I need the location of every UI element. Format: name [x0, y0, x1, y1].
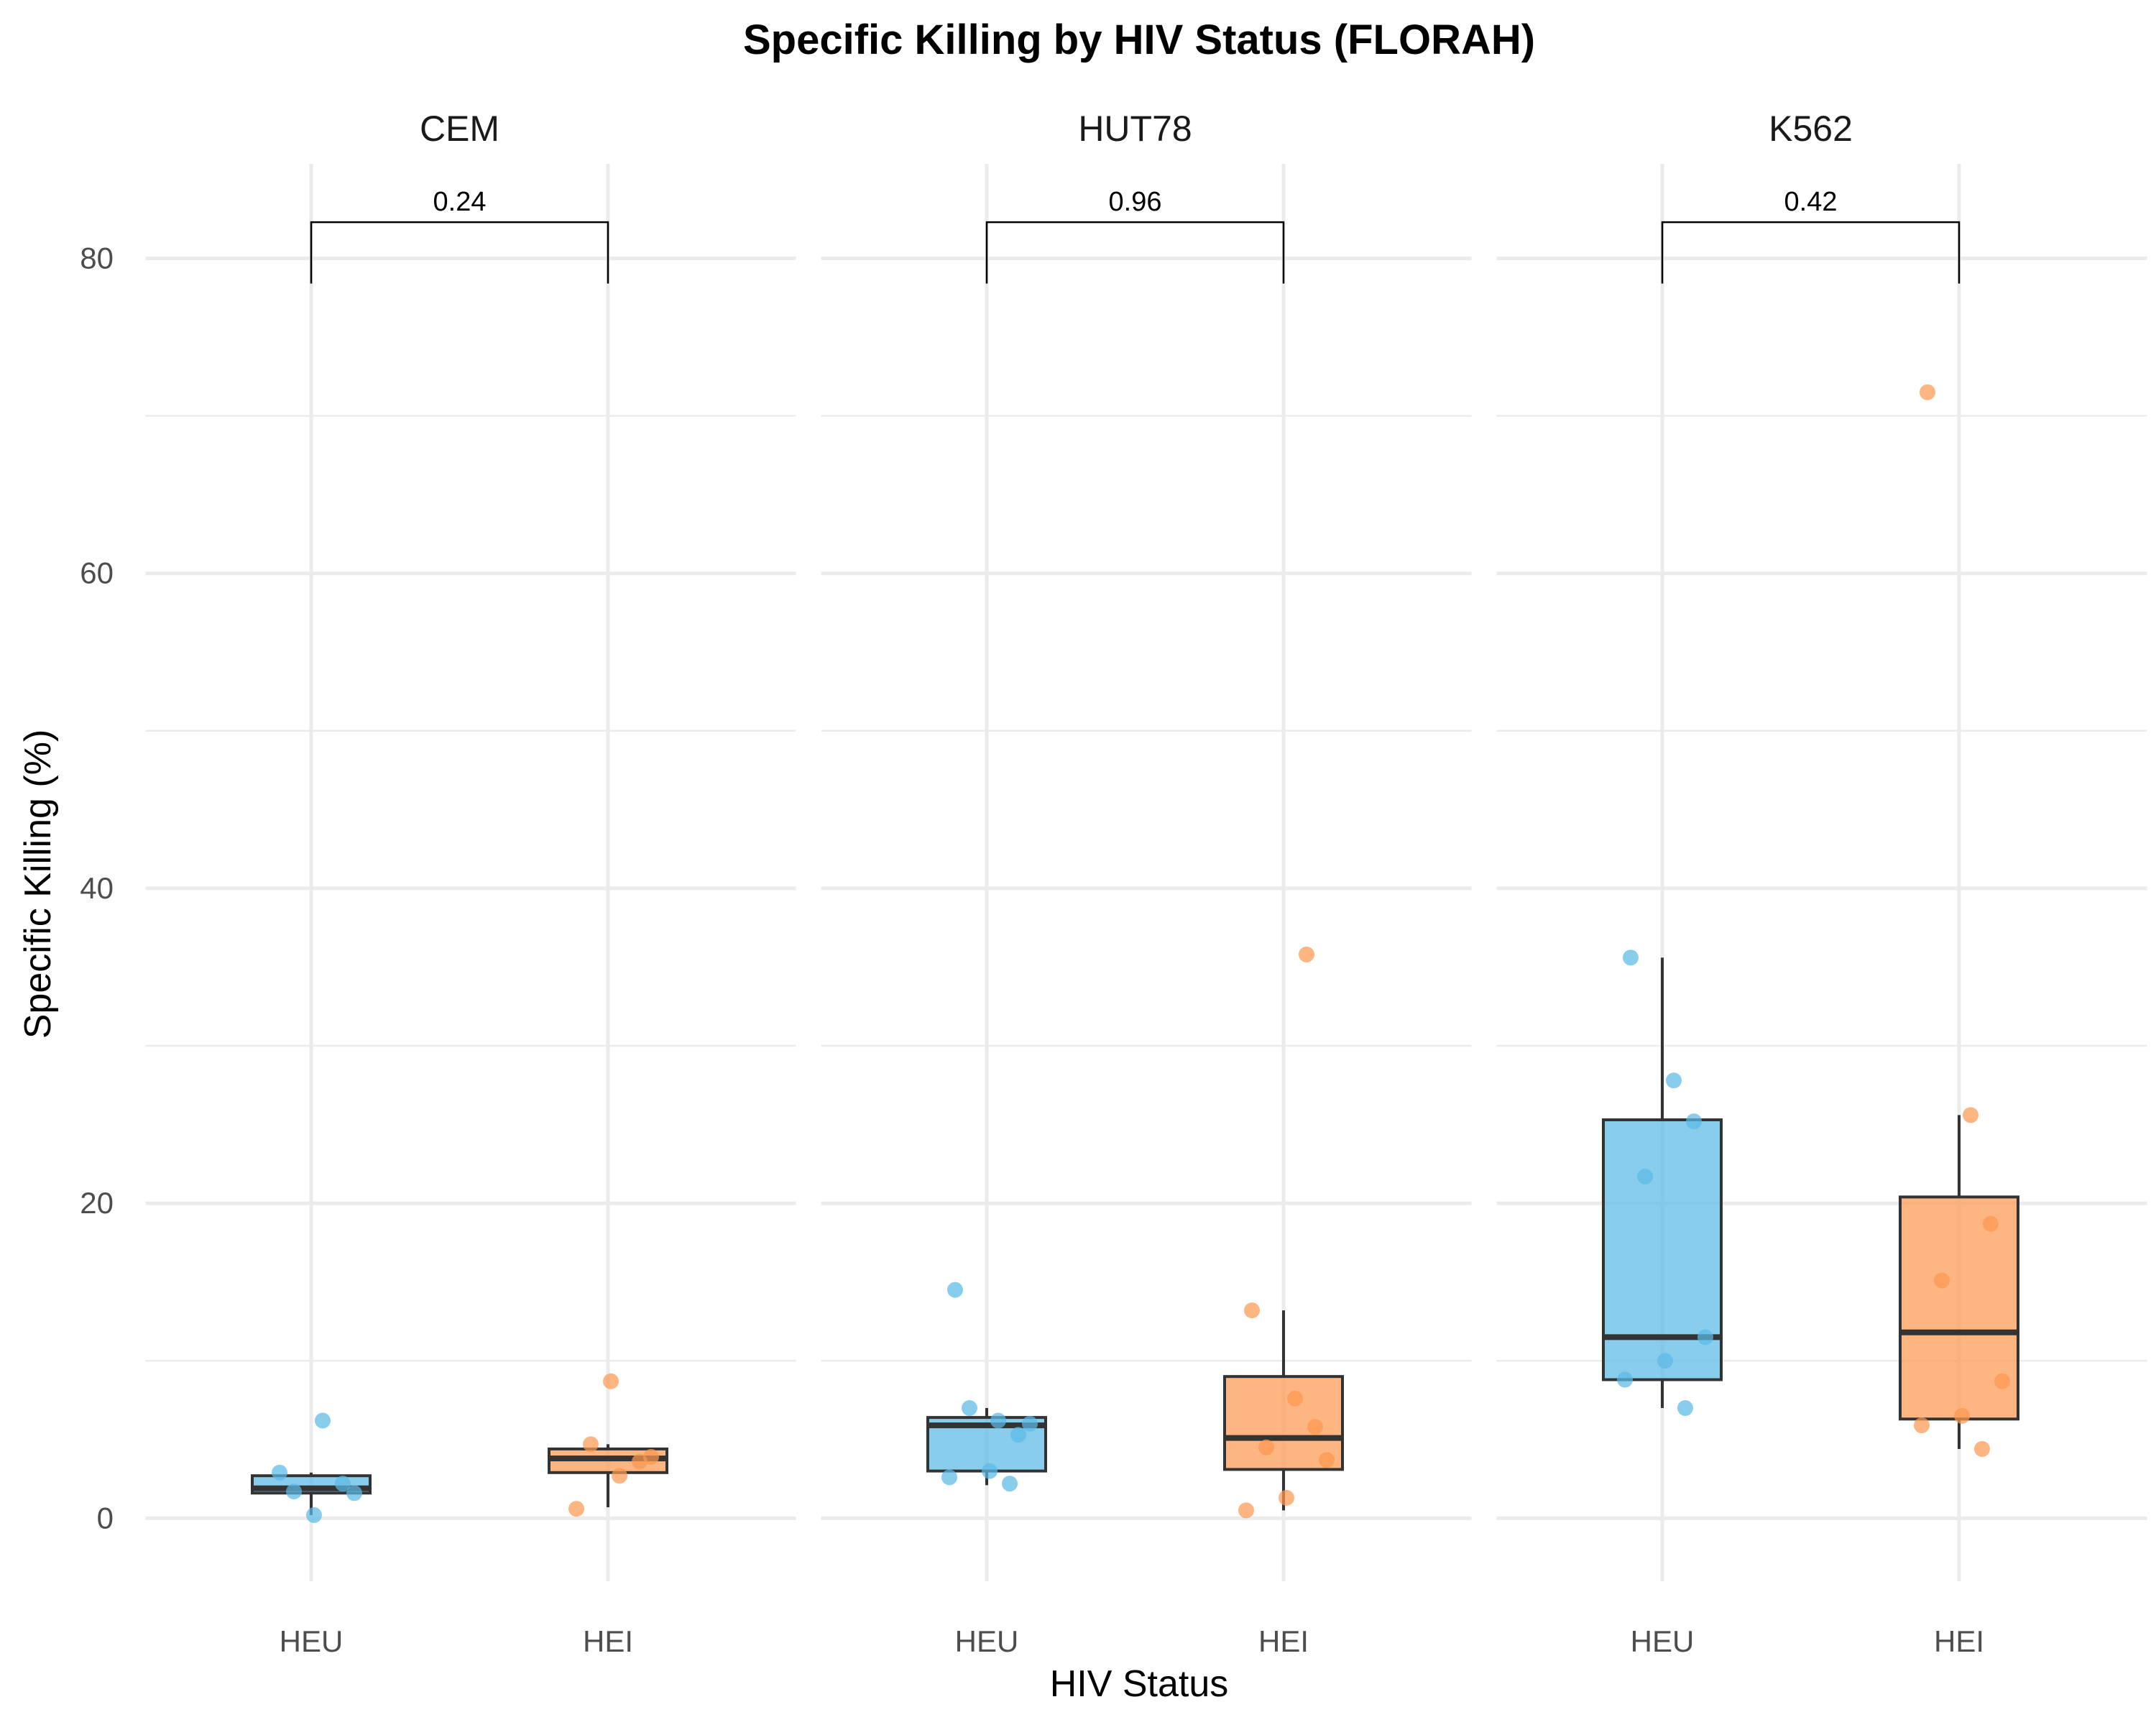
x-tick-label: HEU — [1631, 1624, 1695, 1658]
data-point — [1238, 1502, 1254, 1519]
data-point — [346, 1485, 362, 1501]
data-point — [315, 1412, 331, 1429]
y-tick-label: 0 — [97, 1501, 114, 1535]
y-tick-label: 40 — [80, 871, 114, 905]
data-point — [643, 1448, 659, 1465]
x-tick-label: HEU — [955, 1624, 1019, 1658]
data-point — [286, 1484, 302, 1500]
data-point — [568, 1501, 584, 1517]
data-point — [1244, 1302, 1260, 1319]
p-value-label: 0.24 — [433, 187, 487, 217]
data-point — [1666, 1072, 1682, 1089]
facet-panels: 0 20 40 60 80 CEM HEU HEI 0.24 HUT78 HEU HEI 0.96 K56… — [80, 109, 2147, 1658]
y-tick-label: 60 — [80, 556, 114, 590]
data-point — [1002, 1476, 1018, 1492]
x-tick-label: HEU — [280, 1624, 344, 1658]
data-point — [1677, 1399, 1693, 1416]
data-point — [1934, 1272, 1950, 1289]
data-point — [941, 1469, 957, 1486]
significance-bracket — [985, 221, 1285, 284]
data-point — [1974, 1440, 1990, 1457]
facet-panel-cem: CEM HEU HEI 0.24 — [145, 109, 796, 1658]
y-axis-title: Specific Killing (%) — [17, 730, 59, 1039]
y-tick-label: 80 — [80, 241, 114, 275]
significance-bracket — [310, 221, 609, 284]
data-point — [603, 1373, 619, 1389]
facet-strip-label: HUT78 — [1078, 109, 1192, 149]
data-point — [1983, 1215, 1999, 1232]
data-point — [1686, 1113, 1702, 1130]
data-point — [1258, 1439, 1274, 1455]
data-point — [1920, 384, 1935, 400]
data-point — [1623, 949, 1639, 966]
x-tick-label: HEI — [1934, 1624, 1984, 1658]
p-value-label: 0.96 — [1109, 187, 1162, 217]
data-point — [982, 1463, 998, 1479]
x-tick-label: HEI — [583, 1624, 633, 1658]
data-point — [583, 1436, 599, 1453]
data-point — [1657, 1353, 1673, 1369]
y-tick-label: 20 — [80, 1186, 114, 1220]
data-point — [1010, 1427, 1026, 1443]
facet-panel-k562: K562 HEU HEI 0.42 — [1496, 109, 2147, 1658]
data-point — [1022, 1415, 1038, 1432]
x-tick-label: HEI — [1258, 1624, 1309, 1658]
data-point — [1319, 1452, 1335, 1468]
p-value-label: 0.42 — [1784, 187, 1838, 217]
data-point — [335, 1476, 351, 1492]
data-point — [1287, 1390, 1303, 1407]
data-point — [272, 1464, 287, 1481]
data-point — [1637, 1168, 1653, 1184]
data-point — [612, 1468, 627, 1484]
data-point — [1954, 1407, 1970, 1424]
facet-strip-label: K562 — [1769, 109, 1853, 149]
data-point — [1697, 1329, 1713, 1346]
data-point — [1299, 946, 1314, 962]
chart-title: Specific Killing by HIV Status (FLORAH) — [743, 17, 1535, 63]
facet-panel-hut78: HUT78 HEU HEI 0.96 — [821, 109, 1472, 1658]
data-point — [990, 1412, 1006, 1429]
x-axis-title: HIV Status — [1050, 1663, 1229, 1705]
data-point — [947, 1282, 963, 1298]
significance-bracket — [1661, 221, 1961, 284]
data-point — [306, 1506, 322, 1523]
data-point — [1617, 1371, 1633, 1388]
data-point — [1963, 1107, 1978, 1123]
data-point — [1914, 1417, 1930, 1434]
data-point — [962, 1399, 977, 1416]
data-point — [1994, 1373, 2010, 1389]
facet-strip-label: CEM — [420, 109, 499, 149]
data-point — [1307, 1419, 1323, 1435]
data-point — [1279, 1489, 1294, 1506]
